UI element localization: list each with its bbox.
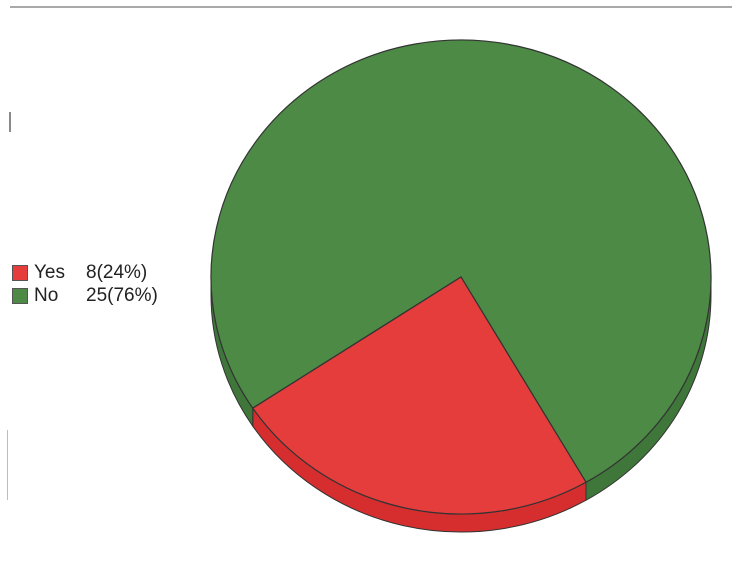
legend-label-no: No <box>34 284 59 306</box>
legend-swatch-yes <box>12 264 28 281</box>
chart-frame-left-mark-lower <box>7 430 8 500</box>
legend-item-no: No 25(76%) <box>12 284 186 307</box>
chart-frame-top-border <box>10 6 732 8</box>
pie-slice-no <box>210 39 712 484</box>
legend-label-yes: Yes <box>34 261 65 283</box>
pie-slice-yes <box>251 276 587 515</box>
legend-value-no: 25(76%) <box>86 284 158 306</box>
legend-item-yes: Yes 8(24%) <box>12 261 186 284</box>
legend-value-yes: 8(24%) <box>86 261 148 283</box>
legend-swatch-no <box>12 287 28 304</box>
chart-frame-left-mark <box>9 112 11 132</box>
chart-legend: Yes 8(24%) No 25(76%) <box>12 261 186 307</box>
